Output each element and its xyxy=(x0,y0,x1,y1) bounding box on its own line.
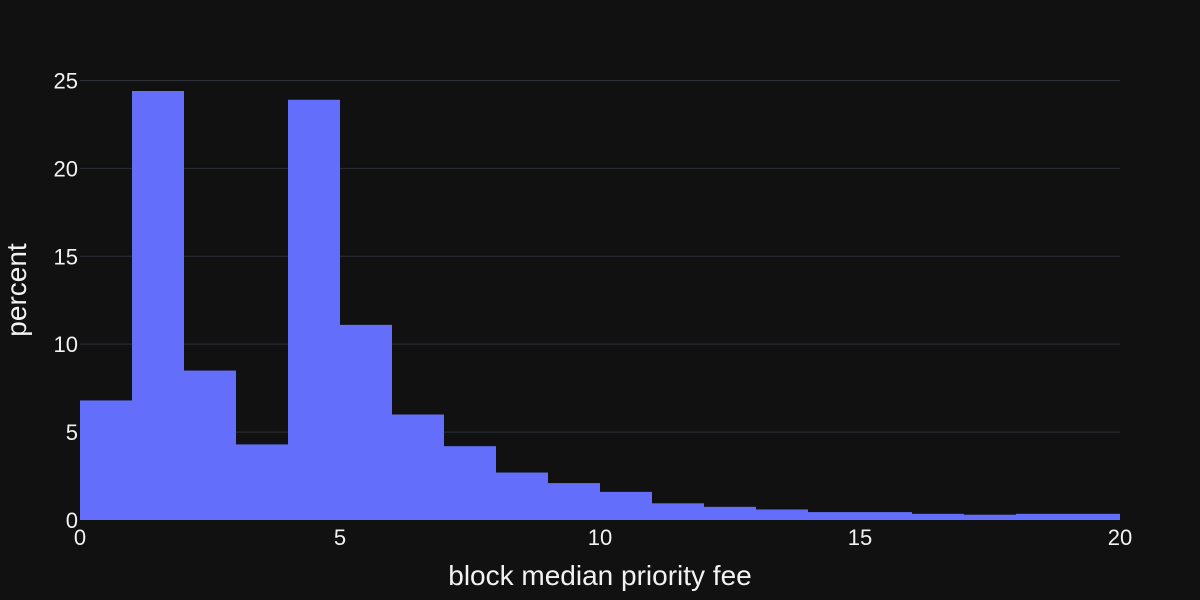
histogram-bar xyxy=(392,414,444,520)
y-tick-label: 20 xyxy=(54,156,78,181)
histogram-bar xyxy=(548,483,600,520)
y-tick-label: 25 xyxy=(54,68,78,93)
histogram-bar xyxy=(808,512,860,520)
x-tick-label: 20 xyxy=(1108,525,1132,550)
histogram-bar xyxy=(184,370,236,520)
histogram-bar xyxy=(704,506,756,520)
x-tick-label: 10 xyxy=(588,525,612,550)
histogram-bar xyxy=(912,513,964,520)
histogram-bar xyxy=(444,446,496,520)
x-tick-label: 15 xyxy=(848,525,872,550)
y-tick-label: 15 xyxy=(54,244,78,269)
y-tick-label: 10 xyxy=(54,332,78,357)
x-axis-title: block median priority fee xyxy=(448,560,751,591)
x-axis-ticks: 0 5 10 15 20 xyxy=(74,525,1132,550)
y-tick-label: 0 xyxy=(66,508,78,533)
histogram-bar xyxy=(756,509,808,520)
histogram-bar xyxy=(1016,513,1068,520)
histogram-bar xyxy=(1068,513,1120,520)
histogram-bar xyxy=(860,512,912,520)
histogram-bar xyxy=(132,90,184,520)
y-tick-label: 5 xyxy=(66,420,78,445)
x-tick-label: 5 xyxy=(334,525,346,550)
histogram-bar xyxy=(236,444,288,520)
histogram-bar xyxy=(288,99,340,521)
histogram-bar xyxy=(80,400,132,520)
gridlines xyxy=(80,79,1120,433)
histogram-bar xyxy=(600,491,652,520)
histogram-bar xyxy=(340,324,392,520)
histogram-bar xyxy=(496,472,548,520)
y-axis-title: percent xyxy=(1,243,32,337)
histogram-bar xyxy=(964,514,1016,520)
x-tick-label: 0 xyxy=(74,525,86,550)
y-axis-ticks: 0 5 10 15 20 25 xyxy=(54,68,78,533)
histogram-bar xyxy=(652,503,704,520)
histogram-bars xyxy=(80,90,1120,521)
